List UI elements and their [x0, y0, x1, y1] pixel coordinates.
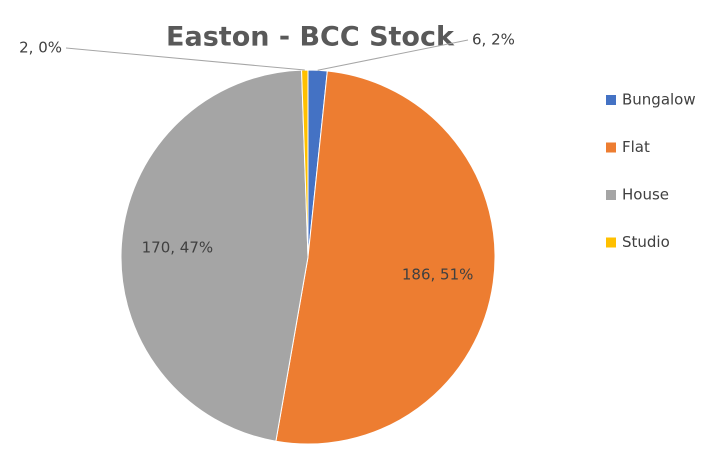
- pie-slice: [120, 69, 309, 442]
- legend-label: Studio: [622, 233, 670, 251]
- legend-marker: [606, 95, 616, 105]
- data-label: 186, 51%: [402, 266, 474, 284]
- data-label: 2, 0%: [19, 39, 62, 57]
- legend-label: Bungalow: [622, 91, 696, 109]
- chart-title: Easton - BCC Stock: [166, 22, 455, 53]
- data-label: 170, 47%: [142, 238, 214, 256]
- leader-line: [317, 39, 469, 71]
- legend-marker: [606, 190, 616, 200]
- pie-slice: [275, 70, 496, 445]
- legend-label: Flat: [622, 138, 650, 156]
- legend-label: House: [622, 186, 669, 204]
- legend-marker: [606, 237, 616, 248]
- legend-marker: [606, 142, 616, 153]
- leader-line: [65, 47, 305, 71]
- data-label: 6, 2%: [472, 31, 515, 49]
